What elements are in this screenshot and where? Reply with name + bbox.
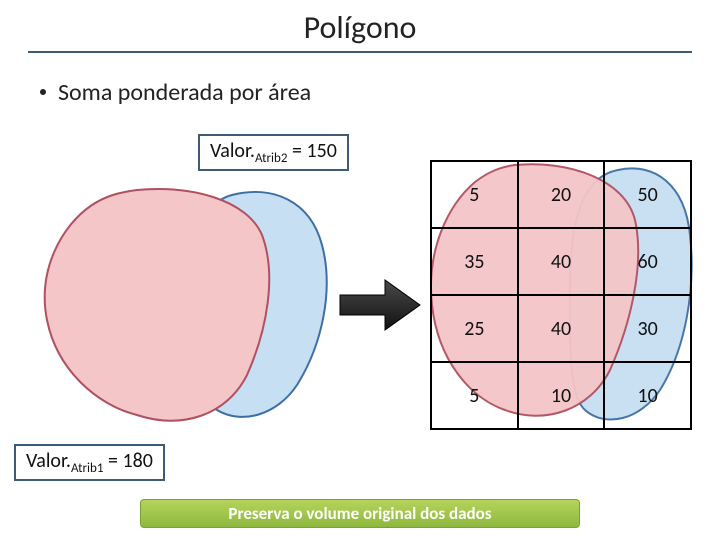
grid-cell: 25 bbox=[431, 295, 518, 362]
polygon-svg bbox=[42, 190, 332, 425]
grid-cell: 10 bbox=[518, 362, 605, 429]
value-box-atrib2: Valor.Atrib2 = 150 bbox=[198, 134, 349, 171]
grid-cell: 40 bbox=[518, 228, 605, 295]
vb2-eq: = bbox=[287, 139, 306, 163]
grid-cell: 10 bbox=[604, 362, 691, 429]
vb1-prefix: Valor. bbox=[26, 449, 71, 473]
polygon-grid-right: 5 20 50 35 40 60 25 40 30 5 10 10 bbox=[430, 160, 692, 430]
vb2-prefix: Valor. bbox=[210, 139, 255, 163]
vb1-eq: = bbox=[103, 449, 122, 473]
arrow bbox=[340, 280, 420, 330]
title-underline bbox=[28, 51, 692, 53]
grid-cell: 60 bbox=[604, 228, 691, 295]
grid-row: 5 10 10 bbox=[431, 362, 691, 429]
pink-polygon bbox=[45, 189, 269, 421]
grid-row: 5 20 50 bbox=[431, 161, 691, 228]
vb1-sub: Atrib1 bbox=[71, 461, 103, 476]
vb1-val: 180 bbox=[122, 449, 152, 473]
grid-cell: 50 bbox=[604, 161, 691, 228]
grid-cell: 20 bbox=[518, 161, 605, 228]
bullet-text: Soma ponderada por área bbox=[58, 78, 311, 107]
vb2-sub: Atrib2 bbox=[255, 151, 287, 166]
grid-row: 35 40 60 bbox=[431, 228, 691, 295]
grid-cell: 35 bbox=[431, 228, 518, 295]
page-title: Polígono bbox=[0, 0, 720, 51]
grid-row: 25 40 30 bbox=[431, 295, 691, 362]
vb2-val: 150 bbox=[306, 139, 336, 163]
grid-cell: 30 bbox=[604, 295, 691, 362]
grid-cell: 5 bbox=[431, 362, 518, 429]
footer-caption: Preserva o volume original dos dados bbox=[140, 499, 580, 528]
arrow-shape bbox=[340, 280, 420, 330]
arrow-svg bbox=[340, 280, 420, 330]
bullet-line: Soma ponderada por área bbox=[40, 78, 311, 107]
bullet-dot bbox=[40, 89, 46, 95]
grid-cell: 5 bbox=[431, 161, 518, 228]
value-box-atrib1: Valor.Atrib1 = 180 bbox=[14, 444, 165, 481]
grid-cell: 40 bbox=[518, 295, 605, 362]
value-grid: 5 20 50 35 40 60 25 40 30 5 10 10 bbox=[430, 160, 692, 430]
polygon-diagram-left bbox=[42, 190, 332, 425]
